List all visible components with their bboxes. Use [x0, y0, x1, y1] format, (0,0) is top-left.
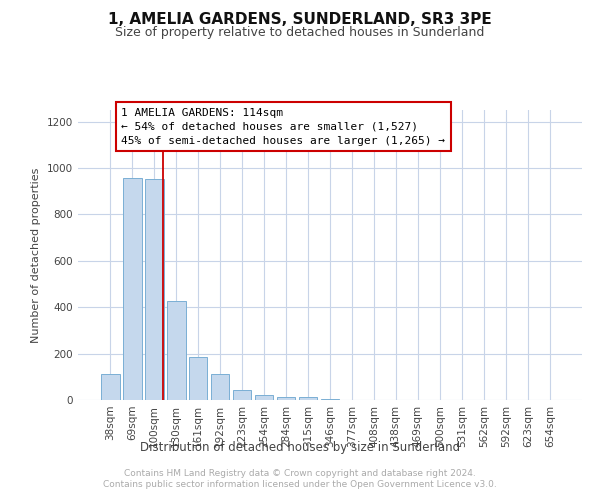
Bar: [167, 300, 185, 400]
Bar: [255, 396, 274, 400]
Bar: [101, 374, 119, 400]
Bar: [145, 179, 164, 400]
Text: Contains public sector information licensed under the Open Government Licence v3: Contains public sector information licen…: [103, 480, 497, 489]
Text: 1, AMELIA GARDENS, SUNDERLAND, SR3 3PE: 1, AMELIA GARDENS, SUNDERLAND, SR3 3PE: [108, 12, 492, 28]
Bar: [233, 390, 251, 400]
Bar: [299, 397, 317, 400]
Text: Contains HM Land Registry data © Crown copyright and database right 2024.: Contains HM Land Registry data © Crown c…: [124, 468, 476, 477]
Bar: [320, 399, 340, 400]
Y-axis label: Number of detached properties: Number of detached properties: [31, 168, 41, 342]
Bar: [123, 178, 142, 400]
Text: Distribution of detached houses by size in Sunderland: Distribution of detached houses by size …: [140, 441, 460, 454]
Text: Size of property relative to detached houses in Sunderland: Size of property relative to detached ho…: [115, 26, 485, 39]
Bar: [277, 397, 295, 400]
Text: 1 AMELIA GARDENS: 114sqm
← 54% of detached houses are smaller (1,527)
45% of sem: 1 AMELIA GARDENS: 114sqm ← 54% of detach…: [121, 108, 445, 146]
Bar: [189, 358, 208, 400]
Bar: [211, 374, 229, 400]
